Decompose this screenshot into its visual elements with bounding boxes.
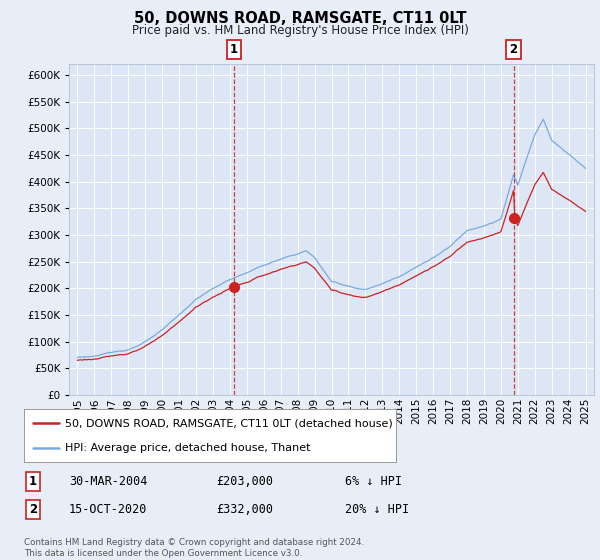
Text: 20% ↓ HPI: 20% ↓ HPI [345,503,409,516]
Text: £332,000: £332,000 [216,503,273,516]
Text: Price paid vs. HM Land Registry's House Price Index (HPI): Price paid vs. HM Land Registry's House … [131,24,469,36]
Text: Contains HM Land Registry data © Crown copyright and database right 2024.
This d: Contains HM Land Registry data © Crown c… [24,538,364,558]
Text: 30-MAR-2004: 30-MAR-2004 [69,475,148,488]
Text: 2: 2 [509,43,518,56]
Text: 1: 1 [230,43,238,56]
Text: 1: 1 [29,475,37,488]
Text: £203,000: £203,000 [216,475,273,488]
Text: 50, DOWNS ROAD, RAMSGATE, CT11 0LT (detached house): 50, DOWNS ROAD, RAMSGATE, CT11 0LT (deta… [65,418,392,428]
Text: 2: 2 [29,503,37,516]
Text: 6% ↓ HPI: 6% ↓ HPI [345,475,402,488]
Text: HPI: Average price, detached house, Thanet: HPI: Average price, detached house, Than… [65,442,310,452]
Text: 50, DOWNS ROAD, RAMSGATE, CT11 0LT: 50, DOWNS ROAD, RAMSGATE, CT11 0LT [134,11,466,26]
Text: 15-OCT-2020: 15-OCT-2020 [69,503,148,516]
